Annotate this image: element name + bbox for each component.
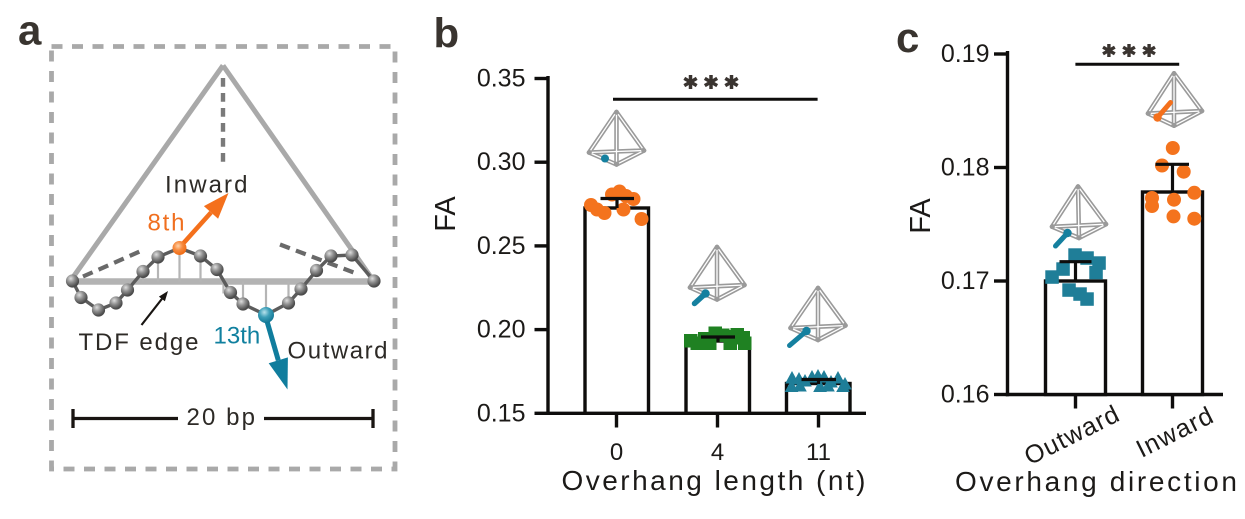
svg-text:13th: 13th	[214, 323, 261, 350]
svg-text:20 bp: 20 bp	[187, 404, 256, 431]
svg-text:Outward: Outward	[288, 338, 388, 365]
svg-text:Overhang direction: Overhang direction	[955, 466, 1237, 497]
svg-text:FA: FA	[905, 198, 937, 234]
svg-text:c: c	[896, 14, 919, 61]
svg-text:0.20: 0.20	[477, 316, 526, 344]
svg-text:0.18: 0.18	[941, 154, 990, 182]
svg-text:0.16: 0.16	[941, 381, 990, 409]
svg-text:11: 11	[806, 439, 831, 466]
svg-text:0.25: 0.25	[477, 232, 526, 260]
svg-text:0.30: 0.30	[477, 148, 526, 176]
svg-text:0: 0	[610, 439, 623, 466]
svg-text:0.17: 0.17	[941, 267, 990, 295]
svg-text:FA: FA	[430, 196, 462, 232]
svg-text:0.15: 0.15	[477, 399, 526, 427]
svg-text:0.35: 0.35	[477, 65, 526, 93]
svg-text:TDF edge: TDF edge	[79, 329, 199, 356]
svg-text:8th: 8th	[148, 210, 185, 237]
svg-text:b: b	[434, 10, 460, 57]
svg-text:a: a	[18, 7, 42, 54]
svg-text:4: 4	[711, 439, 724, 466]
svg-text:0.19: 0.19	[941, 40, 990, 68]
svg-text:Inward: Inward	[165, 172, 248, 199]
